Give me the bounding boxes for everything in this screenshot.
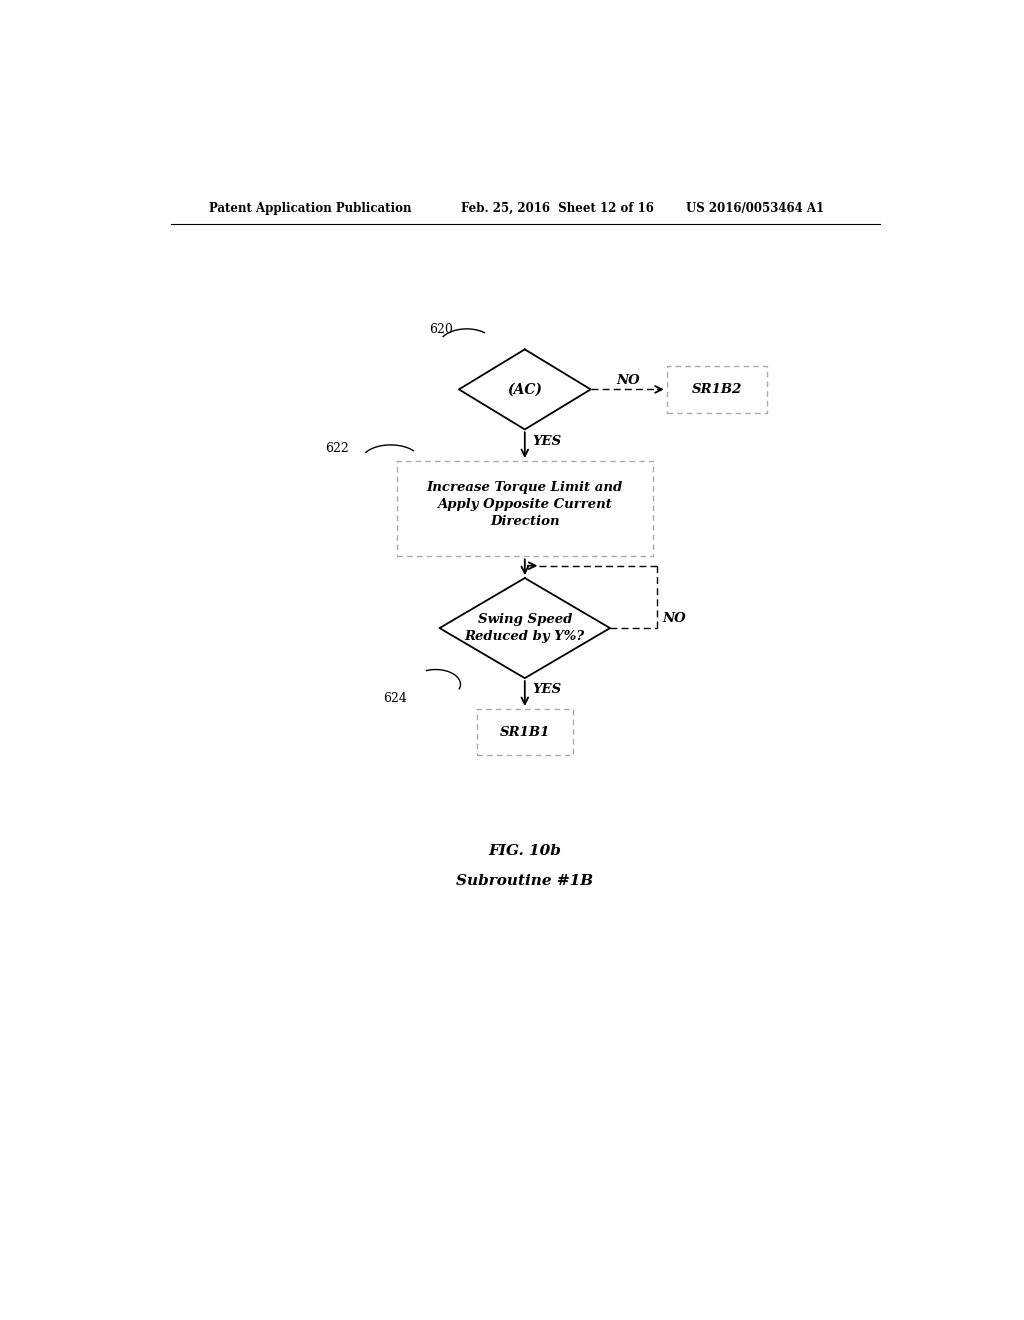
Text: Subroutine #1B: Subroutine #1B: [457, 874, 593, 887]
Text: 624: 624: [383, 692, 407, 705]
Text: Swing Speed
Reduced by Y%?: Swing Speed Reduced by Y%?: [465, 612, 585, 643]
Text: Increase Torque Limit and
Apply Opposite Current
Direction: Increase Torque Limit and Apply Opposite…: [427, 482, 623, 528]
Text: US 2016/0053464 A1: US 2016/0053464 A1: [686, 202, 824, 215]
Text: Patent Application Publication: Patent Application Publication: [209, 202, 412, 215]
Text: YES: YES: [532, 434, 562, 447]
Text: NO: NO: [616, 374, 640, 387]
Text: YES: YES: [532, 684, 562, 696]
Text: SR1B2: SR1B2: [692, 383, 742, 396]
Text: FIG. 10b: FIG. 10b: [488, 845, 561, 858]
Text: 622: 622: [326, 442, 349, 455]
Text: Feb. 25, 2016  Sheet 12 of 16: Feb. 25, 2016 Sheet 12 of 16: [461, 202, 654, 215]
Text: SR1B1: SR1B1: [500, 726, 550, 739]
Text: NO: NO: [663, 612, 686, 626]
Text: 620: 620: [429, 322, 453, 335]
Text: (AC): (AC): [507, 383, 543, 396]
